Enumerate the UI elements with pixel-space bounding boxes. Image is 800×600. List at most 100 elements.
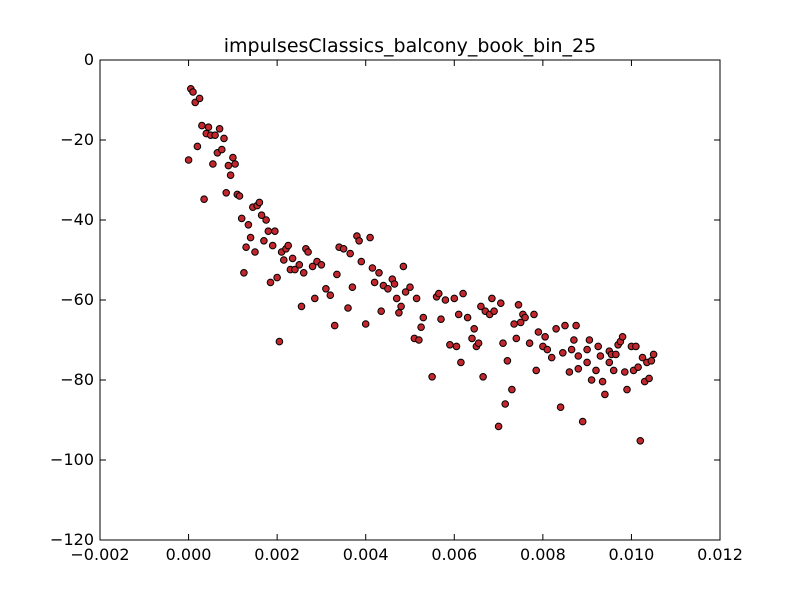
data-point (574, 365, 583, 373)
data-point (401, 288, 410, 296)
data-point (222, 189, 230, 197)
chart-title: impulsesClassics_balcony_book_bin_25 (224, 35, 596, 57)
y-tick-label: −60 (60, 290, 94, 309)
data-point (419, 313, 428, 322)
x-tick-label: 0.006 (431, 545, 477, 564)
data-point (357, 257, 366, 266)
data-point (587, 376, 596, 384)
data-point (395, 309, 403, 317)
data-point (330, 321, 339, 330)
data-point (260, 237, 268, 245)
data-point (189, 88, 197, 96)
data-point (634, 363, 642, 372)
y-tick-label: −80 (60, 370, 94, 389)
data-point (612, 350, 620, 359)
data-point (621, 368, 629, 376)
data-point (565, 368, 574, 376)
data-point (578, 417, 587, 426)
data-point (534, 328, 543, 336)
data-point (601, 390, 609, 399)
data-point (503, 357, 512, 365)
data-point (215, 125, 224, 133)
data-point (477, 302, 485, 311)
data-point (598, 377, 607, 386)
data-point (262, 216, 270, 224)
data-point (311, 294, 319, 303)
data-point (415, 336, 423, 344)
data-point (561, 321, 569, 330)
data-point (596, 352, 605, 360)
data-point (574, 352, 583, 360)
data-point (284, 241, 293, 250)
data-point (226, 171, 235, 179)
data-point (592, 366, 600, 375)
data-point (268, 241, 277, 250)
data-point (240, 269, 248, 277)
data-point (605, 358, 614, 367)
data-point (322, 285, 330, 293)
data-point (193, 142, 202, 151)
data-point (585, 336, 594, 344)
data-point (220, 134, 228, 143)
data-point (308, 262, 317, 271)
data-point (235, 192, 244, 200)
data-point (516, 318, 525, 327)
data-point (397, 302, 405, 311)
data-point (497, 299, 505, 308)
data-point (570, 336, 578, 344)
data-point (255, 198, 264, 207)
data-point (224, 161, 233, 170)
data-point (623, 385, 631, 394)
data-point (559, 349, 567, 357)
data-point (618, 333, 627, 341)
y-tick-label: −20 (60, 130, 94, 149)
data-point (512, 334, 521, 343)
x-tick-label: 0.010 (609, 545, 655, 564)
data-point (521, 313, 529, 322)
data-point (399, 262, 408, 271)
data-point (508, 385, 516, 394)
data-point (346, 249, 355, 258)
data-point (246, 233, 255, 242)
data-point (583, 358, 591, 367)
data-point (257, 211, 266, 219)
data-point (361, 320, 370, 328)
data-point (266, 278, 275, 287)
x-tick-label: 0.008 (520, 545, 566, 564)
data-point (370, 278, 379, 287)
data-point (355, 237, 363, 245)
data-point (541, 333, 549, 341)
data-point (377, 307, 386, 316)
y-tick-label: −120 (50, 530, 94, 549)
data-point (218, 145, 226, 154)
data-point (649, 350, 658, 359)
data-points (184, 85, 658, 445)
data-point (271, 227, 279, 235)
data-point (488, 294, 496, 303)
data-point (501, 400, 510, 408)
data-point (457, 358, 465, 367)
data-point (406, 283, 414, 292)
axes: −0.002 0.000 0.002 0.004 0.006 0.008 0.010 0.01… (50, 50, 743, 564)
data-point (211, 131, 219, 139)
data-point (204, 123, 213, 131)
data-point (463, 313, 472, 322)
x-tick-label: 0.002 (254, 545, 300, 564)
data-point (297, 302, 306, 311)
x-tick-label: 0.000 (166, 545, 212, 564)
data-point (632, 342, 640, 351)
data-point (209, 160, 217, 168)
data-point (344, 304, 352, 312)
data-point (490, 307, 498, 316)
data-point (299, 269, 308, 277)
data-point (231, 160, 239, 168)
data-point (454, 310, 463, 319)
data-point (474, 339, 483, 348)
data-point (368, 264, 377, 272)
y-tick-label: −100 (50, 450, 94, 469)
y-tick-label: −40 (60, 210, 94, 229)
data-point (636, 437, 645, 445)
data-point (530, 310, 538, 319)
